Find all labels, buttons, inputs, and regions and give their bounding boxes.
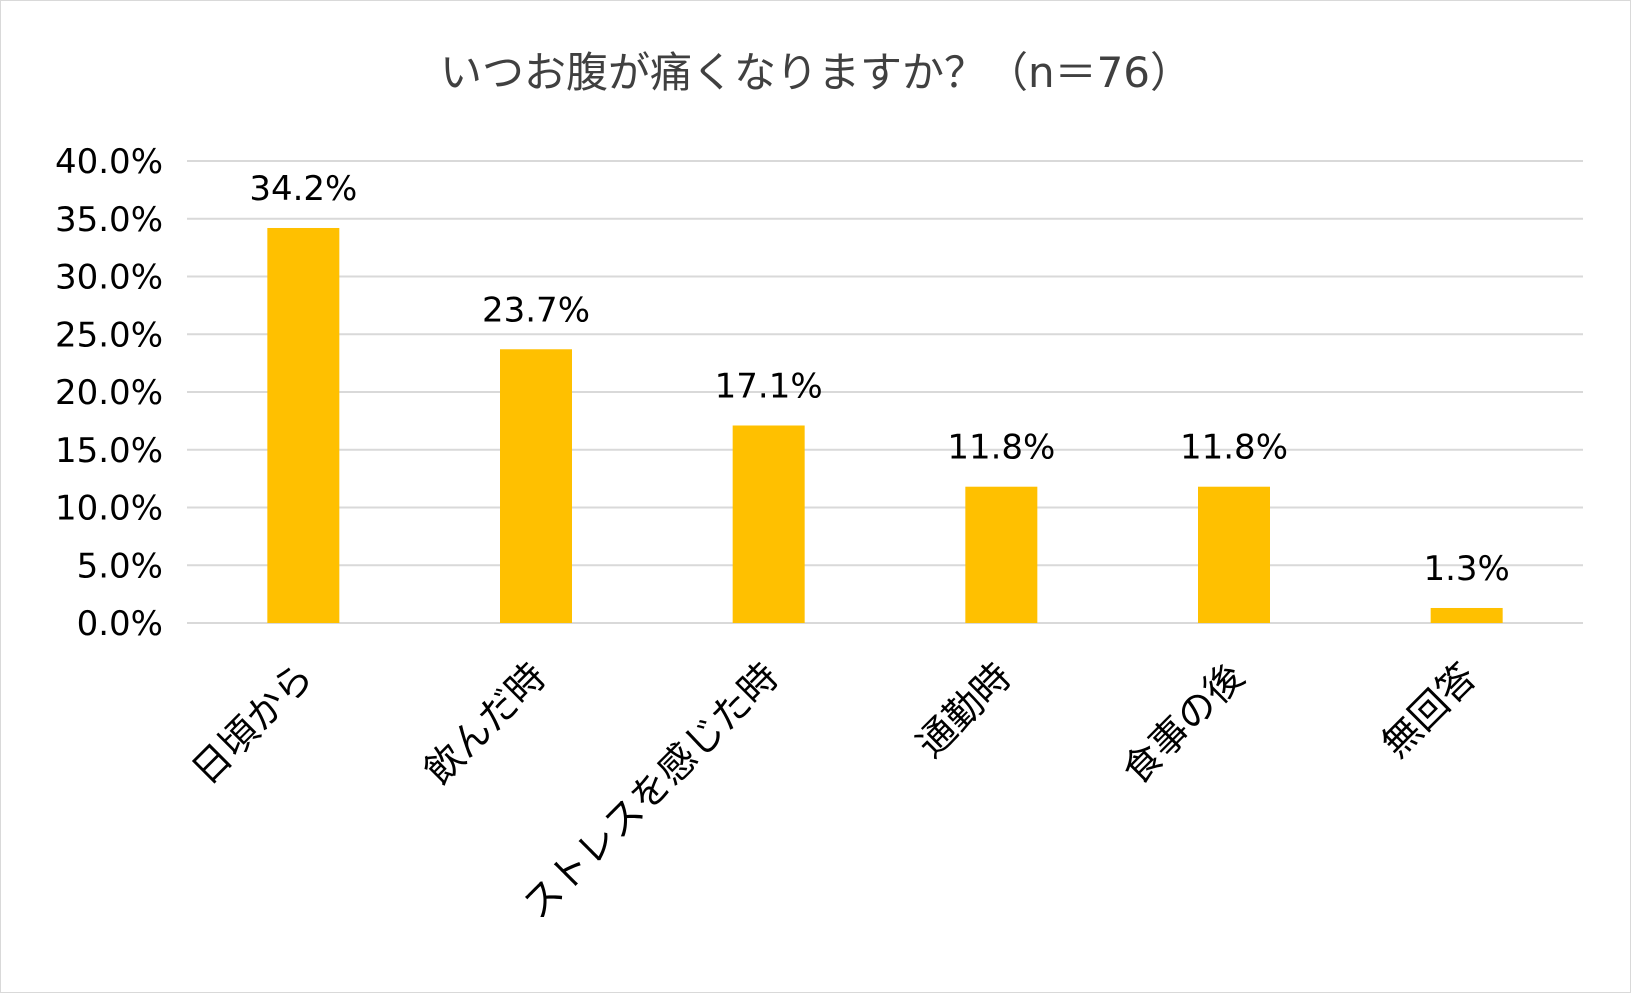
data-label: 11.8% — [947, 428, 1055, 468]
bars — [267, 227, 1503, 624]
y-tick-label: 35.0% — [55, 200, 163, 240]
y-tick-label: 10.0% — [55, 489, 163, 529]
y-tick-label: 25.0% — [55, 315, 163, 355]
data-label: 34.2% — [249, 169, 357, 209]
y-tick-label: 40.0% — [55, 142, 163, 182]
bar — [732, 425, 805, 623]
y-tick-label: 0.0% — [77, 604, 163, 644]
chart-title: いつお腹が痛くなりますか？（n＝76） — [440, 48, 1192, 97]
category-label: 日頃から — [183, 654, 322, 793]
data-label: 1.3% — [1423, 549, 1509, 589]
category-label: 食事の後 — [1114, 654, 1253, 793]
category-label: 飲んだ時 — [416, 654, 555, 793]
y-axis-ticks: 0.0% 5.0% 10.0% 15.0% 20.0% 25.0% 30.0% 35.0% 40… — [55, 142, 163, 644]
y-tick-label: 15.0% — [55, 431, 163, 471]
data-label: 17.1% — [715, 366, 823, 406]
bar — [965, 486, 1038, 623]
data-label: 11.8% — [1180, 428, 1288, 468]
y-tick-label: 30.0% — [55, 258, 163, 298]
bar — [1198, 486, 1270, 623]
gridlines — [187, 160, 1583, 624]
category-label: ストレスを感じた時 — [514, 654, 787, 927]
y-tick-label: 20.0% — [55, 373, 163, 413]
bar — [1430, 607, 1503, 623]
bar — [267, 227, 340, 624]
category-label: 通勤時 — [908, 654, 1020, 766]
category-label: 無回答 — [1373, 654, 1485, 766]
data-labels: 34.2% 23.7% 17.1% 11.8% 11.8% 1.3% — [249, 169, 1510, 589]
bar — [500, 349, 572, 623]
y-tick-label: 5.0% — [77, 546, 163, 586]
data-label: 23.7% — [482, 290, 590, 330]
